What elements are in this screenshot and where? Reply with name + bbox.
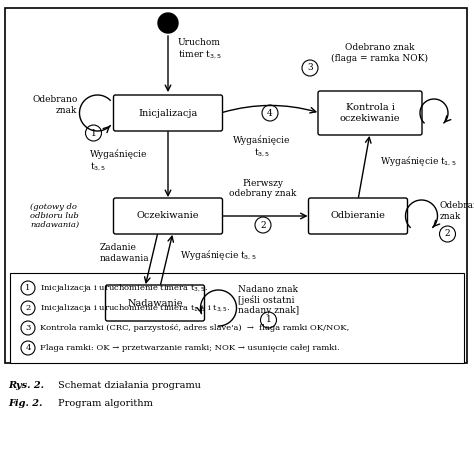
Text: Nadano znak
[jeśli ostatni
nadany znak]: Nadano znak [jeśli ostatni nadany znak] (238, 284, 300, 315)
Text: Oczekiwanie: Oczekiwanie (137, 212, 199, 221)
Text: Nadawanie: Nadawanie (127, 299, 183, 308)
Text: Wygaśnięcie
t$_{3,5}$: Wygaśnięcie t$_{3,5}$ (90, 149, 147, 173)
Text: Odebrano
znak: Odebrano znak (32, 95, 78, 115)
Text: (gotowy do
odbioru lub
nadawania): (gotowy do odbioru lub nadawania) (30, 203, 79, 229)
FancyBboxPatch shape (113, 198, 222, 234)
Text: Kontrola i
oczekiwanie: Kontrola i oczekiwanie (340, 103, 400, 123)
Text: 2: 2 (445, 230, 450, 238)
Text: 3: 3 (307, 63, 313, 72)
Text: Flaga ramki: OK → przetwarzanie ramki; NOK → usunięcie całej ramki.: Flaga ramki: OK → przetwarzanie ramki; N… (40, 344, 340, 352)
FancyBboxPatch shape (113, 95, 222, 131)
Text: Uruchom
timer t$_{3,5}$: Uruchom timer t$_{3,5}$ (178, 38, 222, 61)
Text: Program algorithm: Program algorithm (58, 399, 153, 408)
FancyBboxPatch shape (309, 198, 408, 234)
Text: 4: 4 (25, 344, 31, 352)
FancyBboxPatch shape (318, 91, 422, 135)
Text: 1: 1 (91, 129, 96, 138)
Text: 1: 1 (265, 315, 272, 324)
Text: Fig. 2.: Fig. 2. (8, 399, 42, 408)
Text: Pierwszy
odebrany znak: Pierwszy odebrany znak (229, 178, 297, 198)
Text: Odebrano znak
(flaga = ramka NOK): Odebrano znak (flaga = ramka NOK) (331, 43, 428, 63)
Text: Wygaśnięcie t$_{1,5}$: Wygaśnięcie t$_{1,5}$ (380, 154, 456, 168)
Text: Inicjalizacja i uruchomienie timera t$_{3,5}$.: Inicjalizacja i uruchomienie timera t$_{… (40, 282, 209, 294)
FancyBboxPatch shape (106, 285, 204, 321)
Text: 3: 3 (25, 324, 31, 332)
Text: Inicjalizacja i uruchomienie timera t$_{1,5}$ i t$_{3,5}$.: Inicjalizacja i uruchomienie timera t$_{… (40, 302, 231, 314)
FancyBboxPatch shape (5, 8, 467, 363)
Text: Inicjalizacja: Inicjalizacja (138, 109, 198, 117)
FancyBboxPatch shape (10, 273, 464, 363)
Text: 2: 2 (260, 221, 266, 230)
Text: 2: 2 (26, 304, 31, 312)
Text: 4: 4 (267, 109, 273, 117)
Text: Odbieranie: Odbieranie (330, 212, 385, 221)
Text: Odebrano
znak: Odebrano znak (439, 201, 474, 221)
Text: 1: 1 (25, 284, 31, 292)
Text: Wygaśnięcie
t$_{3,5}$: Wygaśnięcie t$_{3,5}$ (233, 135, 291, 159)
Text: Wygaśnięcie t$_{3,5}$: Wygaśnięcie t$_{3,5}$ (180, 248, 256, 262)
Text: Kontrola ramki (CRC, parzystość, adres slave'a)  →  flaga ramki OK/NOK,: Kontrola ramki (CRC, parzystość, adres s… (40, 324, 349, 332)
Text: Zadanie
nadawania: Zadanie nadawania (100, 243, 150, 263)
Circle shape (158, 13, 178, 33)
Text: Schemat działania programu: Schemat działania programu (58, 381, 201, 390)
Text: Rys. 2.: Rys. 2. (8, 381, 44, 390)
